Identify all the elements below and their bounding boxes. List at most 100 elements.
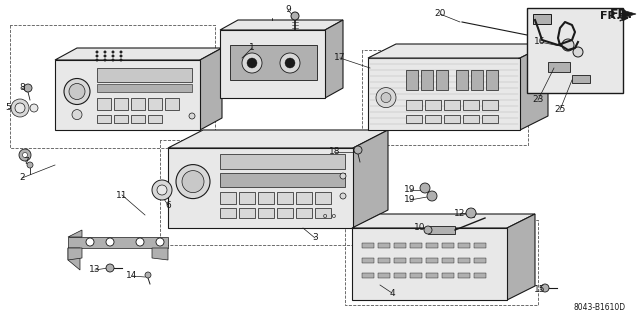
Bar <box>458 243 470 248</box>
Polygon shape <box>68 230 82 237</box>
Polygon shape <box>368 44 548 58</box>
Bar <box>296 208 312 218</box>
Bar <box>97 68 192 82</box>
Bar <box>114 98 128 110</box>
Bar <box>258 208 274 218</box>
Circle shape <box>120 51 122 53</box>
Bar <box>362 243 374 248</box>
Circle shape <box>104 51 106 53</box>
Polygon shape <box>520 44 548 130</box>
Circle shape <box>106 264 114 272</box>
Bar <box>474 273 486 278</box>
Bar <box>456 70 468 90</box>
Text: FR.: FR. <box>600 11 620 21</box>
Bar <box>258 192 274 204</box>
Text: 25: 25 <box>554 106 566 115</box>
Polygon shape <box>168 148 353 228</box>
Bar <box>425 115 441 123</box>
Bar <box>165 98 179 110</box>
Polygon shape <box>352 228 507 300</box>
Circle shape <box>573 47 583 57</box>
Bar <box>436 70 448 90</box>
Bar <box>239 208 255 218</box>
Circle shape <box>112 51 114 53</box>
Bar <box>394 273 406 278</box>
Text: 1: 1 <box>249 43 255 53</box>
Polygon shape <box>200 48 222 130</box>
Circle shape <box>340 173 346 179</box>
Polygon shape <box>352 214 535 228</box>
Bar <box>220 154 345 169</box>
Circle shape <box>96 51 98 53</box>
Bar <box>315 192 331 204</box>
Circle shape <box>354 146 362 154</box>
Circle shape <box>176 165 210 199</box>
Text: 9: 9 <box>285 5 291 14</box>
Circle shape <box>466 208 476 218</box>
Text: 14: 14 <box>126 271 138 280</box>
Text: 12: 12 <box>454 209 466 218</box>
Text: 3: 3 <box>312 234 318 242</box>
Circle shape <box>104 59 106 61</box>
Bar <box>426 258 438 263</box>
Circle shape <box>562 39 574 51</box>
Circle shape <box>340 193 346 199</box>
Bar <box>572 75 590 83</box>
Circle shape <box>182 171 204 193</box>
Bar <box>378 243 390 248</box>
Bar <box>533 14 551 24</box>
Bar <box>131 115 145 123</box>
Circle shape <box>291 12 299 20</box>
Circle shape <box>72 110 82 120</box>
Circle shape <box>64 78 90 105</box>
Text: 23: 23 <box>532 95 544 105</box>
Bar <box>394 258 406 263</box>
Circle shape <box>157 185 167 195</box>
Bar <box>421 70 433 90</box>
Text: 10: 10 <box>414 224 426 233</box>
Bar <box>474 258 486 263</box>
Polygon shape <box>548 62 570 72</box>
Circle shape <box>86 238 94 246</box>
Bar <box>148 98 162 110</box>
Polygon shape <box>220 30 325 98</box>
Text: 18: 18 <box>329 147 340 157</box>
Bar <box>442 258 454 263</box>
Bar <box>442 273 454 278</box>
Polygon shape <box>68 237 168 248</box>
Text: 13: 13 <box>89 265 100 275</box>
Bar <box>442 243 454 248</box>
Circle shape <box>112 55 114 57</box>
Bar <box>410 243 422 248</box>
Polygon shape <box>68 248 80 270</box>
Text: 7: 7 <box>23 158 29 167</box>
Polygon shape <box>55 48 222 60</box>
Bar <box>315 208 331 218</box>
Circle shape <box>30 104 38 112</box>
Bar <box>474 243 486 248</box>
Text: 17: 17 <box>334 54 346 63</box>
Circle shape <box>285 58 295 68</box>
Bar <box>425 100 441 110</box>
Text: 4: 4 <box>389 288 395 298</box>
Bar <box>406 115 422 123</box>
Text: 8: 8 <box>19 84 25 93</box>
Bar <box>410 258 422 263</box>
Polygon shape <box>68 248 82 260</box>
Circle shape <box>156 238 164 246</box>
Bar <box>426 243 438 248</box>
Polygon shape <box>368 58 520 130</box>
Polygon shape <box>168 130 388 148</box>
Bar <box>220 173 345 187</box>
Bar <box>220 192 236 204</box>
Circle shape <box>27 162 33 168</box>
Polygon shape <box>325 20 343 98</box>
Text: o  o: o o <box>323 213 336 219</box>
Bar <box>277 192 293 204</box>
Bar <box>131 98 145 110</box>
Bar <box>114 115 128 123</box>
Text: 15: 15 <box>534 286 546 294</box>
Circle shape <box>104 55 106 57</box>
Bar <box>458 273 470 278</box>
Text: 19: 19 <box>404 186 416 195</box>
